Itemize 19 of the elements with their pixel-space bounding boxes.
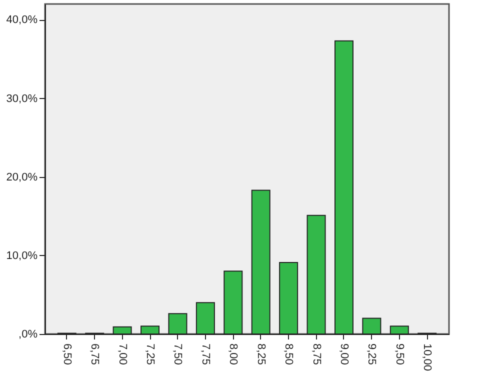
x-tick-label: 8,00	[227, 344, 240, 365]
x-tick-label: 9,00	[338, 344, 350, 365]
x-tick-label: 7,00	[116, 344, 128, 365]
x-tick-label: 10,00	[421, 344, 434, 372]
x-tick-label: 8,75	[310, 344, 322, 365]
x-tick-label: 8,25	[254, 344, 267, 365]
x-tick-label: 8,50	[282, 344, 295, 365]
x-tick-label: 9,50	[393, 344, 406, 365]
y-tick-label: ,0%	[18, 328, 38, 340]
y-tick-label: 10,0%	[6, 250, 38, 262]
y-tick-label: 20,0%	[6, 171, 38, 184]
y-tick-label: 30,0%	[6, 92, 38, 105]
x-tick-label: 7,75	[199, 344, 212, 365]
y-tick-label: 40,0%	[6, 14, 38, 26]
x-tick-label: 6,75	[88, 344, 101, 365]
x-tick-label: 6,50	[60, 344, 73, 365]
x-tick-label: 7,50	[172, 344, 184, 365]
x-tick-label: 9,25	[366, 344, 378, 365]
x-tick-label: 7,25	[144, 344, 156, 365]
